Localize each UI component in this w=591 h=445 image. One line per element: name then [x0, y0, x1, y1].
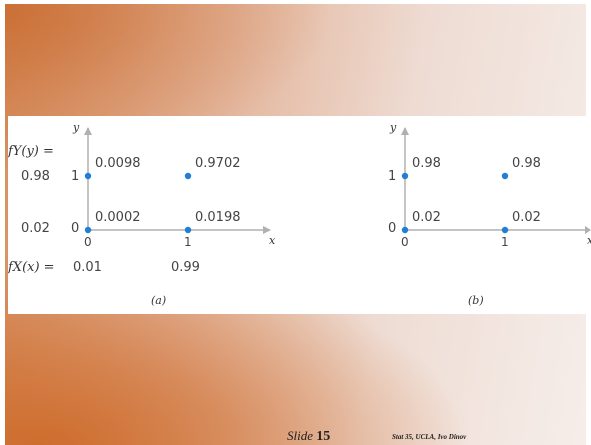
fy-value-y1: 0.98 — [21, 169, 50, 184]
plot-a-point-1-0 — [184, 226, 192, 234]
plot-a-label-1-1: 0.9702 — [195, 156, 241, 171]
plot-a: y x 1 0 0 1 0.0098 0.9702 0.0002 0.0198 … — [71, 121, 276, 307]
fx-value-x1: 0.99 — [171, 260, 200, 275]
plot-b-y-tick-0: 0 — [388, 221, 396, 236]
plot-a-point-0-1 — [84, 172, 92, 180]
plot-a-x-axis-label: x — [269, 234, 276, 247]
plot-b-y-axis-label: y — [389, 121, 397, 134]
slide-number-value: 15 — [316, 429, 331, 444]
slide-number: Slide 15 — [287, 428, 330, 445]
figure-panel: fY(y) = 0.98 0.02 fX(x) = y x 1 0 0 1 0.… — [8, 116, 591, 314]
plot-b-caption: (b) — [468, 294, 484, 307]
plot-a-label-0-1: 0.0098 — [95, 156, 141, 171]
slide-border-left — [0, 0, 5, 445]
slide-label: Slide — [287, 428, 313, 443]
plot-b-x-axis-label: x — [587, 234, 591, 247]
fx-header: fX(x) = — [8, 260, 55, 275]
plot-b-x-axis-arrow — [585, 226, 591, 234]
fx-value-x0: 0.01 — [73, 260, 102, 275]
plot-b-x-tick-1: 1 — [501, 235, 509, 249]
course-credit: Stat 35, UCLA, Ivo Dinov — [392, 433, 467, 441]
plot-a-y-tick-1: 1 — [71, 169, 79, 184]
plot-b-point-0-0 — [401, 226, 409, 234]
fy-value-y0: 0.02 — [21, 221, 50, 236]
plot-a-point-1-1 — [184, 172, 192, 180]
plot-a-y-axis-label: y — [72, 121, 80, 134]
plot-b-label-1-0: 0.02 — [512, 210, 541, 225]
fy-header: fY(y) = — [8, 144, 54, 159]
plot-b-x-tick-0: 0 — [401, 235, 409, 249]
plot-a-point-0-0 — [84, 226, 92, 234]
plot-b-point-0-1 — [401, 172, 409, 180]
plot-a-label-1-0: 0.0198 — [195, 210, 241, 225]
plot-b-y-tick-1: 1 — [388, 169, 396, 184]
plot-a-label-0-0: 0.0002 — [95, 210, 141, 225]
plot-b-label-0-1: 0.98 — [412, 156, 441, 171]
plot-b: y x 1 0 0 1 0.98 0.98 0.02 0.02 (b) — [388, 121, 591, 307]
plot-a-y-tick-0: 0 — [71, 221, 79, 236]
slide-border-top — [0, 0, 591, 4]
plot-a-caption: (a) — [151, 294, 166, 307]
plot-a-x-tick-0: 0 — [84, 235, 92, 249]
figure-svg: fY(y) = 0.98 0.02 fX(x) = y x 1 0 0 1 0.… — [8, 121, 591, 307]
plot-b-point-1-1 — [501, 172, 509, 180]
plot-b-point-1-0 — [501, 226, 509, 234]
plot-b-label-0-0: 0.02 — [412, 210, 441, 225]
plot-b-label-1-1: 0.98 — [512, 156, 541, 171]
plot-a-x-tick-1: 1 — [184, 235, 192, 249]
